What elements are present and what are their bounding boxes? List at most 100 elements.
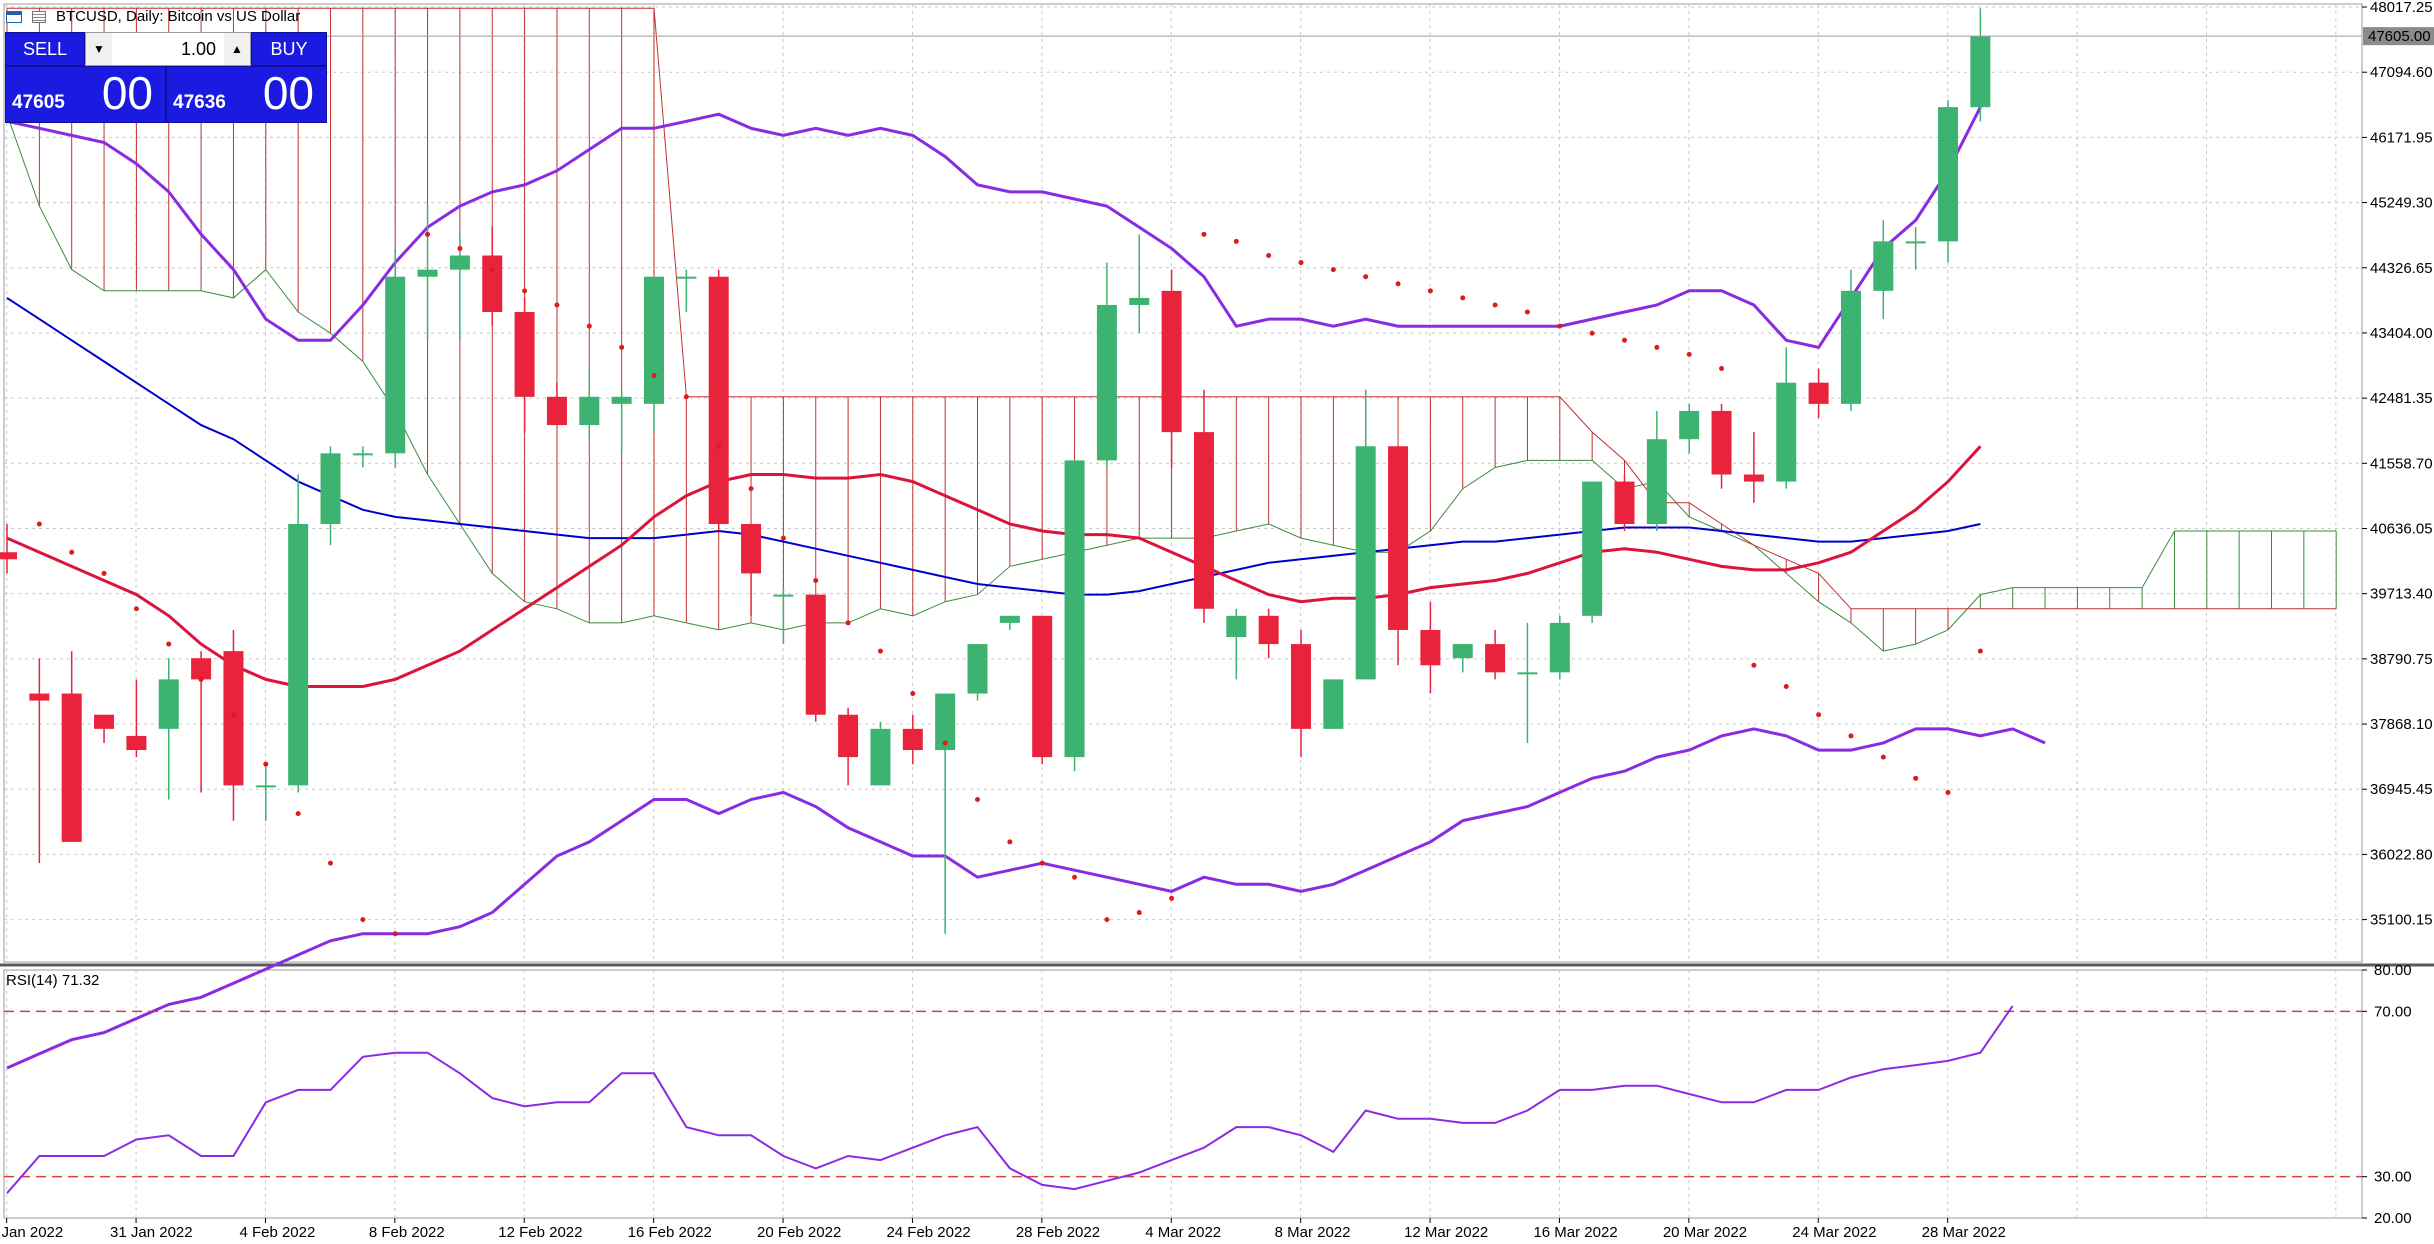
- price-tick-label: 44326.65: [2370, 260, 2433, 277]
- candle: [1032, 615, 1053, 765]
- candle: [579, 368, 600, 440]
- candle: [1129, 234, 1150, 334]
- candle-body: [126, 735, 147, 751]
- candle: [611, 389, 632, 454]
- candle: [1064, 460, 1085, 772]
- sar-dot: [425, 231, 431, 237]
- candle-body: [1096, 304, 1117, 461]
- time-tick-label: 24 Feb 2022: [886, 1224, 970, 1241]
- sar-dot: [942, 740, 948, 746]
- candle-body: [191, 658, 212, 680]
- candle-body: [967, 644, 988, 694]
- candle-body: [838, 714, 859, 758]
- sar-dot: [1524, 309, 1530, 315]
- candle: [773, 587, 794, 645]
- candle-body: [1161, 290, 1182, 433]
- sar-dot: [1751, 662, 1757, 668]
- quantity-input[interactable]: [112, 37, 224, 61]
- candle-body: [708, 276, 729, 524]
- price-tick-label: 41558.70: [2370, 455, 2433, 472]
- sar-dot: [586, 323, 592, 329]
- candle: [320, 446, 341, 546]
- buy-button[interactable]: BUY: [251, 32, 327, 66]
- candle: [870, 721, 891, 786]
- sell-button[interactable]: SELL: [5, 32, 85, 66]
- candle: [61, 651, 82, 842]
- candle: [838, 707, 859, 786]
- candle-body: [1226, 615, 1247, 638]
- sell-price-button[interactable]: 47605 00: [5, 66, 166, 123]
- candle: [1517, 622, 1538, 743]
- candle: [1582, 481, 1603, 623]
- sar-dot: [1169, 895, 1175, 901]
- candle: [0, 523, 17, 574]
- time-tick-label: 12 Feb 2022: [498, 1224, 582, 1241]
- candle-body: [1970, 36, 1991, 108]
- buy-price-main: 47636: [173, 92, 226, 113]
- price-tick-label: 45249.30: [2370, 195, 2433, 212]
- candle-body: [1032, 615, 1053, 758]
- candle-body: [320, 453, 341, 524]
- sar-dot: [813, 577, 819, 583]
- bollinger-lower-line: [6, 727, 2046, 1070]
- sar-dot: [1201, 231, 1207, 237]
- candle: [94, 714, 115, 743]
- candle: [805, 594, 826, 722]
- candle: [546, 382, 567, 426]
- candle: [999, 615, 1020, 630]
- candle: [1096, 262, 1117, 468]
- chart-window-icon[interactable]: [6, 10, 22, 23]
- buy-price-button[interactable]: 47636 00: [166, 66, 327, 123]
- candle-body: [1193, 432, 1214, 609]
- candle: [417, 206, 438, 341]
- chart-props-icon[interactable]: [32, 10, 46, 23]
- price-tick-label: 48017.25: [2370, 0, 2433, 16]
- candle-body: [1840, 290, 1861, 404]
- decrease-quantity-icon[interactable]: ▼: [86, 33, 112, 65]
- rsi-tick-label: 20.00: [2374, 1210, 2412, 1227]
- sar-dot: [328, 860, 333, 866]
- candle-body: [870, 728, 891, 786]
- rsi-label: RSI(14) 71.32: [6, 972, 99, 989]
- candle: [514, 297, 535, 433]
- candle-body: [94, 714, 115, 729]
- candle: [1905, 227, 1926, 270]
- sar-dot: [36, 521, 42, 527]
- time-tick-label: 20 Feb 2022: [757, 1224, 841, 1241]
- candle-body: [999, 615, 1020, 623]
- sar-dot: [1945, 789, 1951, 795]
- time-tick-label: 8 Mar 2022: [1275, 1224, 1351, 1241]
- time-tick-label: 24 Mar 2022: [1792, 1224, 1876, 1241]
- chart-header: BTCUSD, Daily: Bitcoin vs US Dollar: [6, 8, 300, 25]
- quantity-stepper[interactable]: ▼ ▲: [85, 32, 251, 66]
- time-tick-label: 12 Mar 2022: [1404, 1224, 1488, 1241]
- candle: [1938, 100, 1958, 263]
- buy-price-fraction: 00: [262, 67, 314, 119]
- sar-dot: [457, 245, 463, 251]
- candle: [126, 679, 147, 758]
- candle-body: [1873, 241, 1894, 291]
- sar-dot: [619, 344, 625, 350]
- candle-body: [1388, 446, 1409, 630]
- candle-body: [1614, 481, 1635, 524]
- candle-body: [676, 276, 697, 279]
- candle-body: [255, 785, 276, 788]
- candle: [1452, 644, 1473, 673]
- candle: [1970, 8, 1991, 122]
- candle: [288, 474, 309, 793]
- sar-dot: [1460, 295, 1466, 301]
- candle: [352, 446, 373, 468]
- candle-body: [1743, 474, 1764, 482]
- candlesticks: [0, 8, 1991, 934]
- candle-body: [1420, 629, 1441, 666]
- candle: [1388, 446, 1409, 666]
- current-price-line: 47605.00: [4, 27, 2434, 46]
- candle: [1291, 629, 1311, 758]
- fast-moving-average-line: [6, 445, 1982, 688]
- increase-quantity-icon[interactable]: ▲: [224, 33, 250, 65]
- candle-body: [1938, 107, 1958, 242]
- sar-dot: [1395, 281, 1401, 287]
- time-tick-label: 4 Mar 2022: [1145, 1224, 1221, 1241]
- candle: [741, 523, 762, 616]
